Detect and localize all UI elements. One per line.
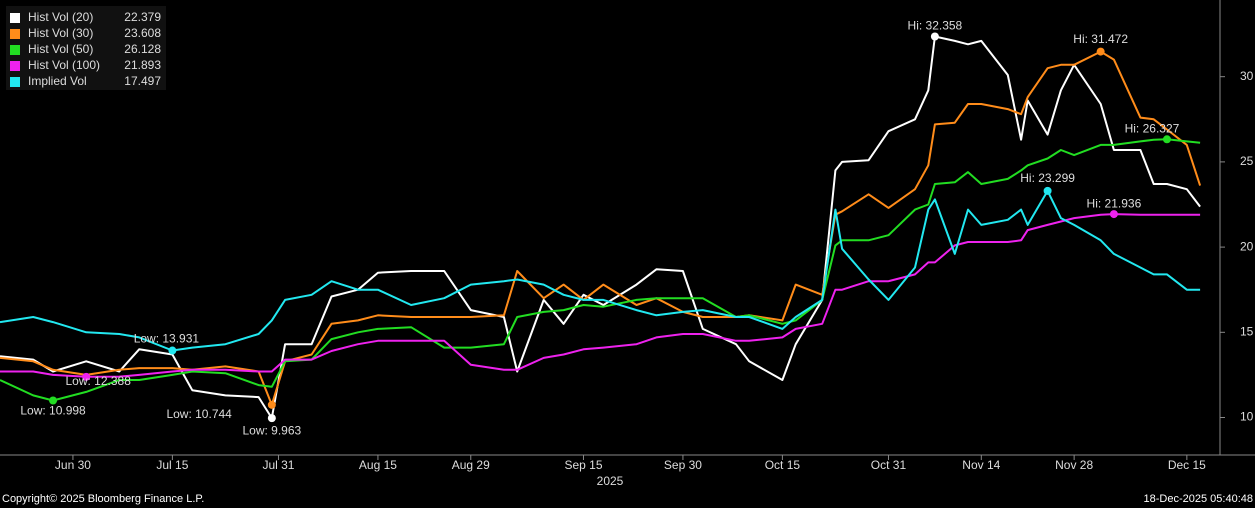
- y-tick-label: 25: [1240, 154, 1254, 168]
- annotation-label: Hi: 26.327: [1125, 121, 1180, 135]
- x-tick-label: Jul 15: [156, 458, 188, 472]
- annotation-label: Hi: 21.936: [1087, 196, 1142, 210]
- annotation-point: [267, 414, 276, 423]
- legend-value: 23.608: [124, 26, 161, 40]
- x-tick-label: Sep 15: [564, 458, 602, 472]
- legend-value: 17.497: [124, 74, 161, 88]
- annotation-point: [1096, 47, 1105, 56]
- x-tick-label: Nov 14: [962, 458, 1000, 472]
- y-tick-label: 15: [1240, 324, 1254, 338]
- x-tick-label: Aug 15: [359, 458, 397, 472]
- copyright: Copyright© 2025 Bloomberg Finance L.P.: [2, 493, 204, 505]
- x-tick-label: Jul 31: [262, 458, 294, 472]
- series-line: [0, 138, 1201, 402]
- legend-value: 22.379: [124, 10, 161, 24]
- series-line: [0, 189, 1201, 352]
- annotation-label: Low: 10.998: [20, 404, 86, 418]
- x-tick-label: Sep 30: [664, 458, 702, 472]
- legend-swatch: [10, 45, 20, 55]
- annotation-label: Hi: 31.472: [1073, 32, 1128, 46]
- annotation-point: [1043, 186, 1052, 195]
- annotation-point: [82, 372, 91, 381]
- annotation-point: [1109, 210, 1118, 219]
- legend-name: Hist Vol (20): [28, 10, 93, 24]
- legend-swatch: [10, 13, 20, 23]
- series-line: [0, 35, 1201, 420]
- legend-bg: [6, 6, 166, 90]
- annotation-point: [267, 400, 276, 409]
- annotation-label: Low: 12.388: [66, 374, 132, 388]
- legend-name: Hist Vol (100): [28, 58, 100, 72]
- legend-value: 21.893: [124, 58, 161, 72]
- legend-name: Hist Vol (30): [28, 26, 93, 40]
- x-tick-label: Nov 28: [1055, 458, 1093, 472]
- x-axis-year: 2025: [597, 474, 624, 488]
- annotation-label: Low: 9.963: [242, 423, 301, 437]
- legend-name: Implied Vol: [28, 74, 87, 88]
- series-line: [0, 50, 1202, 406]
- annotation-label: Hi: 32.358: [908, 19, 963, 33]
- x-tick-label: Oct 31: [871, 458, 907, 472]
- x-tick-label: Aug 29: [452, 458, 490, 472]
- annotation-point: [168, 346, 177, 355]
- timestamp: 18-Dec-2025 05:40:48: [1144, 493, 1253, 505]
- annotation-label: Hi: 23.299: [1020, 171, 1075, 185]
- x-tick-label: Dec 15: [1168, 458, 1206, 472]
- series-line: [0, 213, 1201, 378]
- legend-swatch: [10, 77, 20, 87]
- y-tick-label: 20: [1240, 239, 1254, 253]
- annotation-point: [49, 396, 58, 405]
- annotation-label: Low: 13.931: [134, 332, 200, 346]
- legend-value: 26.128: [124, 42, 161, 56]
- annotation-point: [930, 32, 939, 41]
- y-tick-label: 10: [1240, 410, 1254, 424]
- annotation-point: [1162, 135, 1171, 144]
- legend: Hist Vol (20) 22.379 Hist Vol (30) 23.608 Hi…: [6, 6, 166, 90]
- annotation-label: Low: 10.744: [166, 407, 232, 421]
- legend-swatch: [10, 29, 20, 39]
- x-tick-label: Jun 30: [55, 458, 91, 472]
- x-tick-label: Oct 15: [765, 458, 801, 472]
- y-tick-label: 30: [1240, 69, 1254, 83]
- legend-swatch: [10, 61, 20, 71]
- legend-name: Hist Vol (50): [28, 42, 93, 56]
